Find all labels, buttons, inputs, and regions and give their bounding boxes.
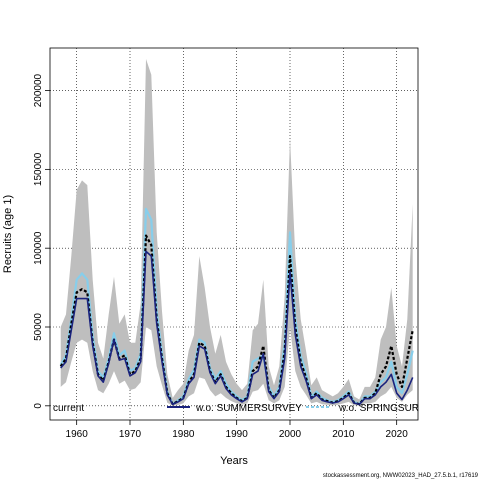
y-axis-title: Recruits (age 1) <box>2 195 14 273</box>
legend-label-current: current <box>53 403 84 414</box>
y-tick-label: 100000 <box>33 231 44 265</box>
x-axis-title: Years <box>220 455 248 467</box>
x-axis: 1960 1970 1980 1990 2000 2010 2020 <box>66 420 409 440</box>
y-tick-label: 0 <box>33 403 44 409</box>
x-tick-label: 2020 <box>386 429 409 440</box>
plot-frame <box>49 47 419 421</box>
legend-label-summersurvey: w.o. SUMMERSURVEY <box>195 403 302 414</box>
x-tick-label: 1970 <box>119 429 142 440</box>
y-tick-label: 200000 <box>33 73 44 107</box>
x-tick-label: 2000 <box>279 429 302 440</box>
confidence-band-area <box>60 59 413 406</box>
legend-label-springsur: w.o. SPRINGSUR <box>338 403 419 414</box>
x-tick-label: 1990 <box>226 429 249 440</box>
confidence-band <box>60 59 413 406</box>
y-axis: 0 50000 100000 150000 200000 <box>33 73 50 409</box>
x-tick-label: 2010 <box>332 429 355 440</box>
y-tick-label: 150000 <box>33 152 44 186</box>
legend: current w.o. SUMMERSURVEY w.o. SPRINGSUR <box>53 403 419 414</box>
y-tick-label: 50000 <box>33 313 44 341</box>
source-footer: stockassessment.org, NWW02023_HAD_27.5.b… <box>323 473 479 479</box>
x-tick-label: 1960 <box>66 429 89 440</box>
series-lines <box>59 207 414 406</box>
x-tick-label: 1980 <box>172 429 195 440</box>
series-line-w-o-summersurvey <box>60 250 414 406</box>
